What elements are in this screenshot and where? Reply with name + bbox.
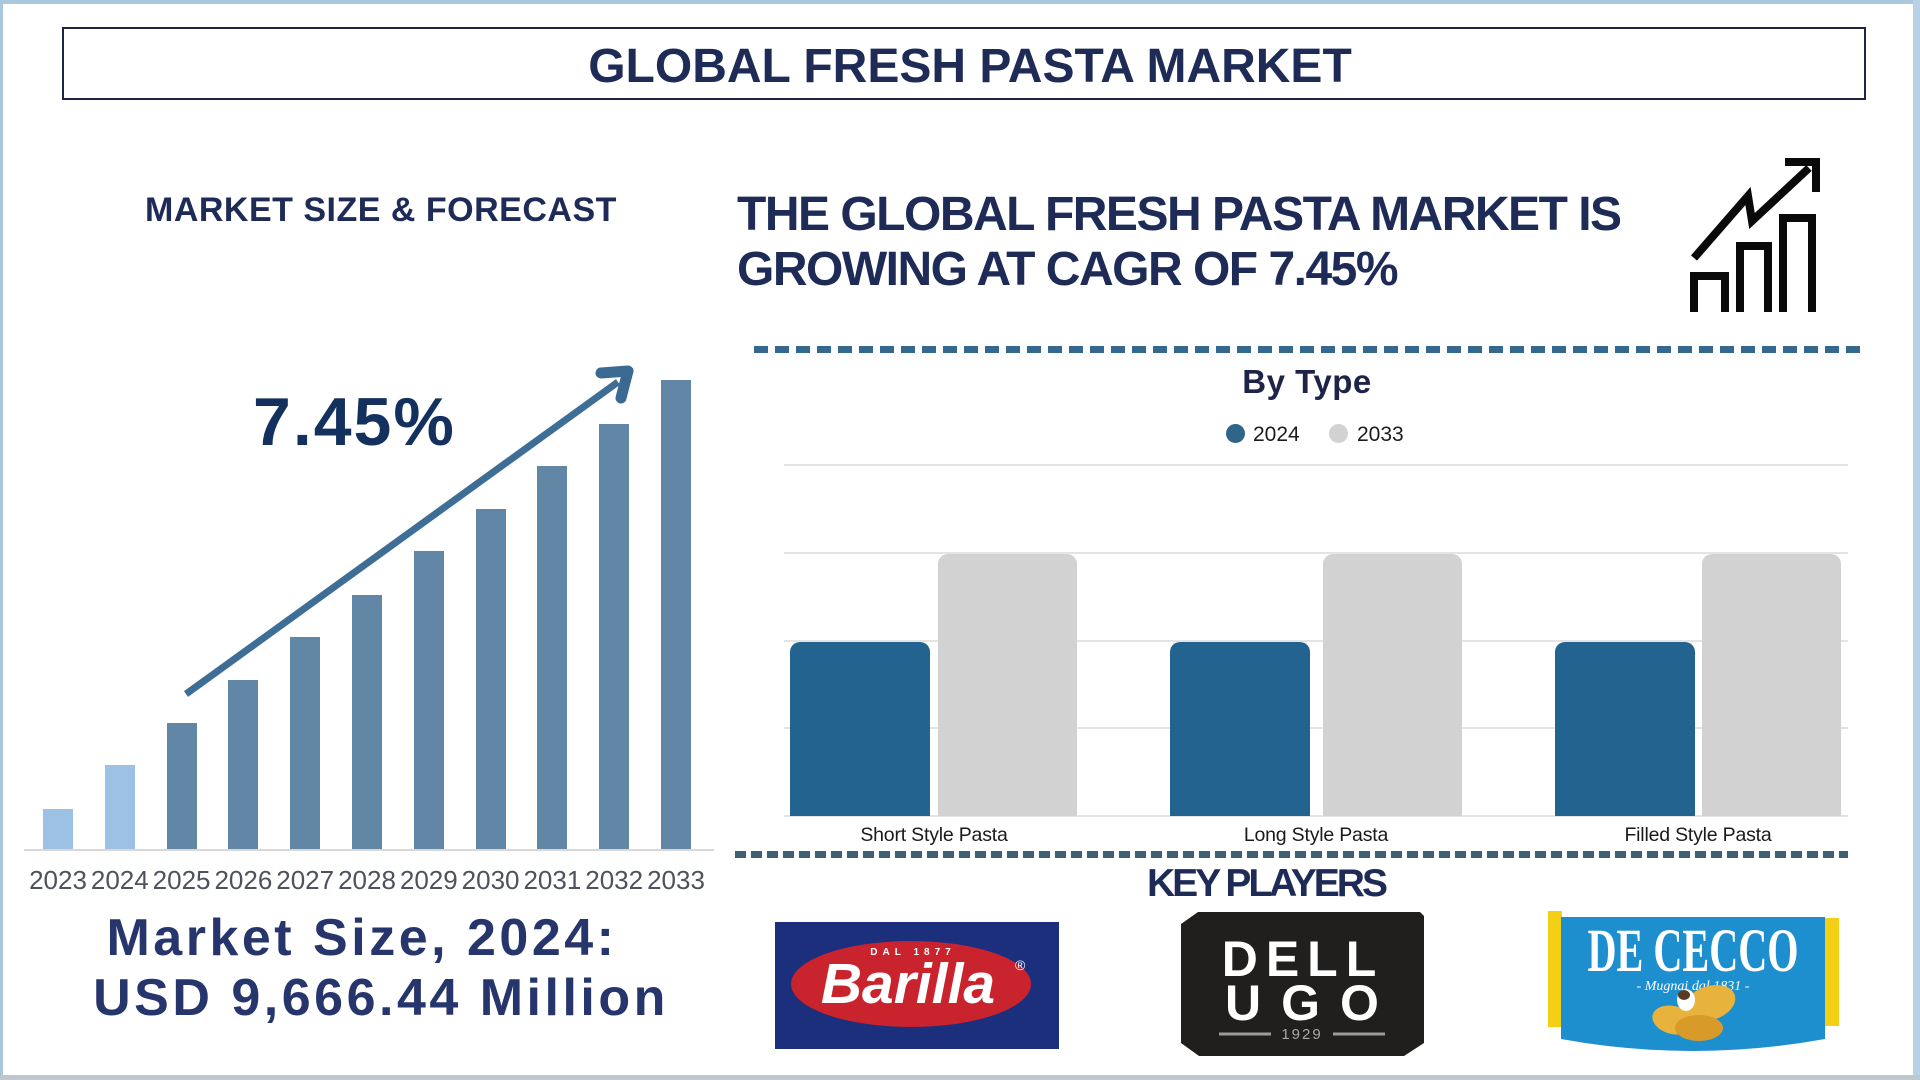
svg-text:DAL 1877: DAL 1877 (870, 947, 955, 958)
svg-text:DELL: DELL (1222, 931, 1385, 987)
svg-text:DE CECCO: DE CECCO (1588, 918, 1799, 985)
svg-text:®: ® (1015, 957, 1026, 973)
svg-text:1929: 1929 (1281, 1026, 1322, 1043)
svg-text:UGO: UGO (1225, 975, 1399, 1031)
svg-text:Barilla: Barilla (821, 952, 995, 1016)
